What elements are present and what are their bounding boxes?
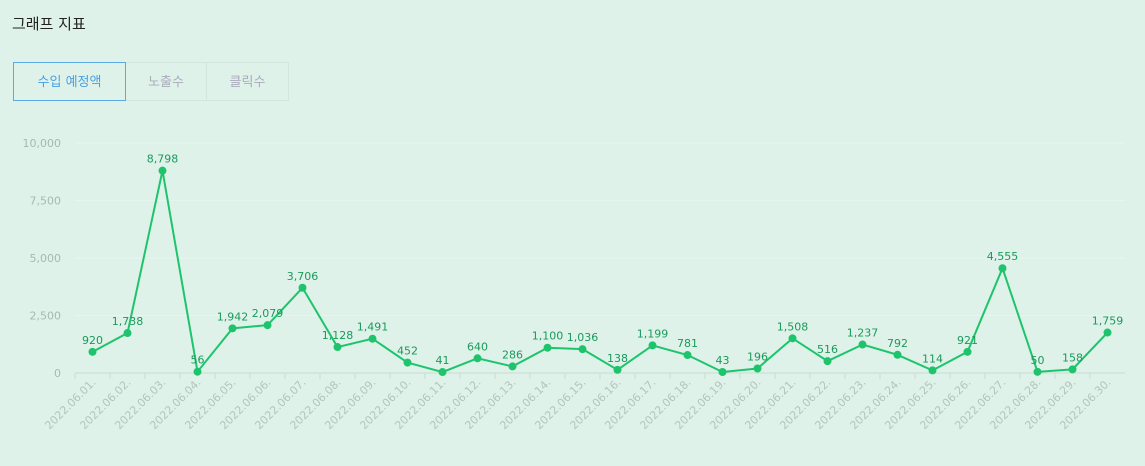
data-label: 196 [747,350,768,363]
data-label: 50 [1031,354,1045,367]
data-label: 921 [957,334,978,347]
data-label: 781 [677,337,698,350]
y-tick-label: 7,500 [30,195,62,208]
point [368,334,377,343]
data-label: 1,199 [637,327,669,340]
point [753,364,762,373]
data-label: 1,036 [567,331,599,344]
data-label: 138 [607,352,628,365]
point [683,351,692,360]
point [718,368,727,377]
y-tick-label: 5,000 [30,252,62,265]
point [1068,365,1077,374]
point [158,166,167,175]
point [928,366,937,375]
point [578,345,587,354]
point [823,357,832,366]
point [298,283,307,292]
tab[interactable]: 수입 예정액 [13,62,126,101]
point [403,358,412,367]
point [893,350,902,359]
data-label: 1,508 [777,320,809,333]
data-label: 4,555 [987,250,1019,263]
point [858,340,867,349]
point [1103,328,1112,337]
point [333,343,342,352]
line [92,170,1109,375]
point [438,368,447,377]
y-tick-label: 0 [54,367,61,380]
y-tick-label: 10,000 [23,137,62,150]
data-label: 1,942 [217,310,249,323]
data-label: 516 [817,343,838,356]
tab[interactable]: 노출수 [126,62,207,101]
point [788,334,797,343]
point [508,362,517,371]
data-label: 1,759 [1092,315,1124,328]
data-label: 158 [1062,351,1083,364]
page-title: 그래프 지표 [12,15,86,33]
point [123,329,132,338]
data-label: 8,798 [147,153,179,166]
data-label: 1,491 [357,321,389,334]
point [648,341,657,350]
data-label: 1,100 [532,330,564,343]
data-label: 640 [467,340,488,353]
point [473,354,482,363]
data-label: 41 [436,354,450,367]
point [193,367,202,376]
point [963,347,972,356]
point [228,324,237,333]
tab[interactable]: 클릭수 [207,62,289,101]
point [88,347,97,356]
data-label: 3,706 [287,270,319,283]
data-label: 56 [191,354,205,367]
point [543,343,552,352]
point [613,365,622,374]
data-label: 452 [397,345,418,358]
point [998,264,1007,273]
data-label: 43 [716,354,730,367]
data-label: 1,128 [322,329,354,342]
data-label: 1,237 [847,327,879,340]
y-tick-label: 2,500 [30,310,62,323]
data-label: 114 [922,352,943,365]
point [263,321,272,330]
data-label: 2,079 [252,307,284,320]
data-label: 1,738 [112,315,144,328]
point [1033,367,1042,376]
data-label: 792 [887,337,908,350]
data-label: 286 [502,348,523,361]
data-label: 920 [82,334,103,347]
